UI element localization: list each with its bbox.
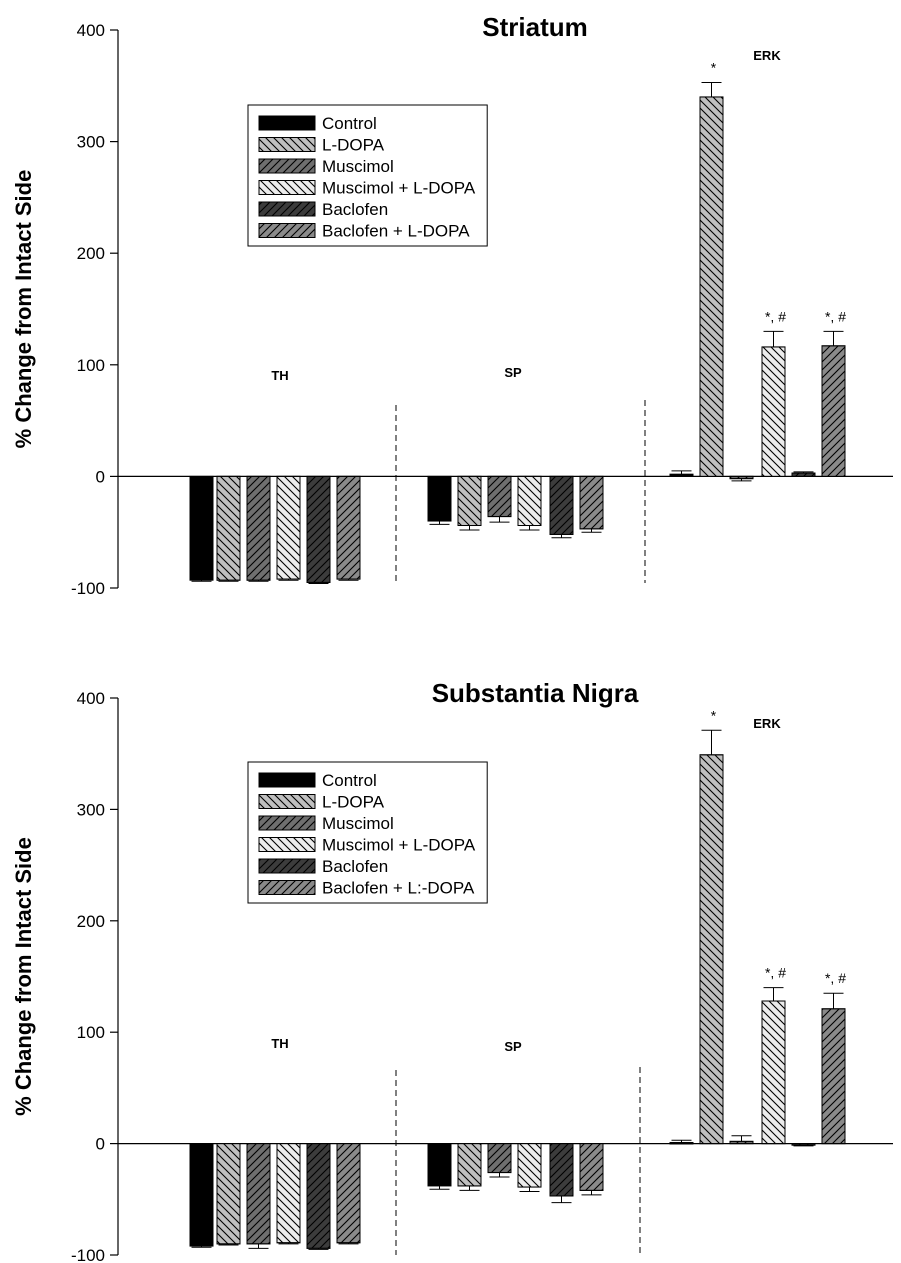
legend-label-l-dopa: L-DOPA [322, 136, 385, 155]
bar-erk-l-dopa-hatch [699, 96, 724, 477]
bar-sp-baclofen-l-dopa-hatch [579, 1143, 604, 1191]
chart-title: Substantia Nigra [432, 678, 639, 708]
bar-th-l-dopa-hatch [216, 1143, 241, 1245]
category-label-th: TH [271, 368, 288, 383]
legend-swatch-hatch [258, 180, 316, 195]
bar-th-baclofen-l-dopa-hatch [336, 475, 361, 580]
bar-erk-muscimol-l-dopa-hatch [761, 1000, 786, 1145]
bar-erk-control [669, 473, 694, 477]
legend-swatch-hatch [258, 137, 316, 152]
bar-th-control [189, 475, 214, 581]
bar-erk-muscimol-hatch [729, 475, 754, 480]
bar-th-control [189, 1143, 214, 1247]
bar-th-baclofen-l-dopa-hatch [336, 1143, 361, 1244]
chart-panel-striatum: -100 0 100 200 300 400 % Change from Intact Si… [11, 12, 893, 598]
y-tick-label: 400 [77, 689, 105, 708]
y-tick-label: 200 [77, 912, 105, 931]
bar-th-muscimol-l-dopa-hatch [276, 475, 301, 580]
legend-label-l-dopa: L-DOPA [322, 793, 385, 812]
legend-swatch-control [258, 115, 316, 131]
bar-sp-muscimol-l-dopa-hatch [517, 475, 542, 527]
bar-erk-baclofen-l-dopa-hatch [821, 1008, 846, 1145]
legend-label-muscimol: Muscimol [322, 157, 394, 176]
y-tick-label: -100 [71, 1246, 105, 1263]
bar-sp-control [427, 1143, 452, 1187]
significance-annotation: * [711, 59, 717, 75]
legend-swatch-hatch [258, 880, 316, 895]
bar-erk-baclofen-l-dopa-hatch [821, 345, 846, 477]
significance-annotation: *, # [765, 308, 786, 324]
legend-label-baclofen: Baclofen [322, 200, 388, 219]
y-axis-label: % Change from Intact Side [11, 170, 36, 449]
legend-label-baclofen: Baclofen [322, 857, 388, 876]
bar-sp-control [427, 475, 452, 522]
legend-label-muscimol-l-dopa: Muscimol + L-DOPA [322, 179, 476, 198]
bar-th-l-dopa-hatch [216, 475, 241, 581]
y-tick-label: 0 [96, 1135, 105, 1154]
bar-sp-baclofen-hatch [549, 1143, 574, 1197]
y-axis-label: % Change from Intact Side [11, 837, 36, 1116]
bar-th-muscimol-hatch [246, 1143, 271, 1245]
legend-swatch-control [258, 772, 316, 788]
bar-sp-baclofen-hatch [549, 475, 574, 535]
category-label-th: TH [271, 1036, 288, 1051]
significance-annotation: * [711, 707, 717, 723]
bar-erk-control [669, 1141, 694, 1145]
y-tick-label: 100 [77, 356, 105, 375]
y-tick-label: 400 [77, 21, 105, 40]
chart-panel-substantia-nigra: -100 0 100 200 300 400 % Change from Intact Si… [11, 678, 893, 1263]
legend-label-muscimol: Muscimol [322, 814, 394, 833]
legend: Control L-DOPA Muscimol Muscimol + L-DOPA Ba… [247, 104, 488, 247]
bar-erk-l-dopa-hatch [699, 754, 724, 1145]
category-label-erk: ERK [753, 48, 781, 63]
y-tick-label: 100 [77, 1023, 105, 1042]
category-label-erk: ERK [753, 716, 781, 731]
legend-swatch-hatch [258, 223, 316, 238]
y-tick-label: 300 [77, 800, 105, 819]
legend-swatch-hatch [258, 201, 316, 217]
bar-erk-muscimol-l-dopa-hatch [761, 346, 786, 477]
bar-sp-baclofen-l-dopa-hatch [579, 475, 604, 530]
y-tick-label: 300 [77, 133, 105, 152]
category-label-sp: SP [504, 365, 522, 380]
legend-swatch-hatch [258, 158, 316, 174]
legend-swatch-hatch [258, 858, 316, 874]
bar-sp-muscimol-hatch [487, 1143, 512, 1174]
bar-sp-muscimol-hatch [487, 475, 512, 518]
legend-label-control: Control [322, 114, 377, 133]
significance-annotation: *, # [825, 970, 846, 986]
significance-annotation: *, # [765, 965, 786, 981]
legend-label-muscimol-l-dopa: Muscimol + L-DOPA [322, 836, 476, 855]
y-tick-label: 200 [77, 244, 105, 263]
legend: Control L-DOPA Muscimol Muscimol + L-DOPA Ba… [247, 761, 488, 904]
category-label-sp: SP [504, 1039, 522, 1054]
bar-th-muscimol-l-dopa-hatch [276, 1143, 301, 1244]
legend-label-baclofen-l-dopa: Baclofen + L-DOPA [322, 222, 470, 241]
y-tick-label: -100 [71, 579, 105, 598]
bar-sp-muscimol-l-dopa-hatch [517, 1143, 542, 1188]
bar-th-baclofen-hatch [306, 1143, 331, 1249]
legend-label-baclofen-l-dopa: Baclofen + L:-DOPA [322, 879, 475, 898]
bar-sp-l-dopa-hatch [457, 475, 482, 527]
legend-label-control: Control [322, 771, 377, 790]
bar-th-muscimol-hatch [246, 475, 271, 581]
legend-swatch-hatch [258, 794, 316, 809]
chart-title: Striatum [482, 12, 587, 42]
bar-erk-baclofen-hatch [791, 472, 816, 477]
legend-swatch-hatch [258, 815, 316, 831]
bar-erk-muscimol-hatch [729, 1140, 754, 1145]
bar-th-baclofen-hatch [306, 475, 331, 583]
bar-sp-l-dopa-hatch [457, 1143, 482, 1187]
y-tick-label: 0 [96, 467, 105, 486]
significance-annotation: *, # [825, 308, 846, 324]
legend-swatch-hatch [258, 837, 316, 852]
